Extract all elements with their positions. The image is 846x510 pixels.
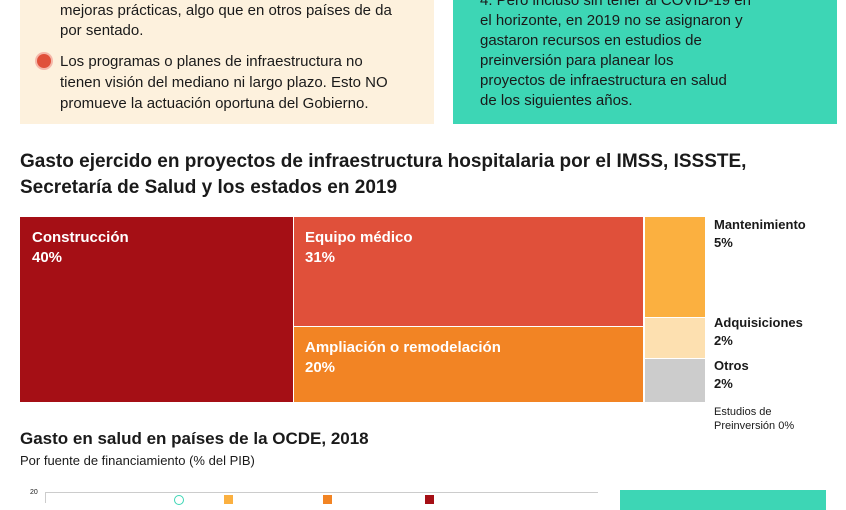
y-tick-20: 20: [30, 489, 38, 496]
second-chart-subtitle: Por fuente de financiamiento (% del PIB): [20, 453, 255, 468]
side-value-otros: 2%: [714, 376, 733, 391]
treemap-value-construccion: 40%: [32, 249, 63, 266]
side-value-estudios: 0%: [778, 420, 795, 432]
bullet-dot-icon: [37, 54, 51, 68]
box-left-line2: por sentado.: [60, 22, 144, 39]
box-right-line2: el horizonte, en 2019 no se asignaron y: [480, 12, 743, 29]
box-right-line3: gastaron recursos en estudios de: [480, 32, 702, 49]
treemap-label-ampliacion: Ampliación o remodelación: [305, 339, 501, 356]
treemap-cell-equipo-medico: Equipo médico 31%: [294, 217, 643, 326]
side-value-mantenimiento: 5%: [714, 235, 733, 250]
treemap-cell-ampliacion: Ampliación o remodelación 20%: [294, 327, 643, 402]
box-right-line5: proyectos de infraestructura en salud: [480, 72, 727, 89]
box-left-line1: mejoras prácticas, algo que en otros paí…: [60, 2, 392, 19]
treemap-cell-mantenimiento: [645, 217, 705, 317]
treemap-label-construccion: Construcción: [32, 229, 129, 246]
side-label-adquisiciones: Adquisiciones: [714, 315, 803, 330]
side-label-estudios-name: Estudios de Preinversión: [714, 406, 776, 432]
chart-title-line1: Gasto ejercido en proyectos de infraestr…: [20, 151, 747, 172]
treemap-value-ampliacion: 20%: [305, 359, 336, 376]
treemap-cell-construccion: Construcción 40%: [20, 217, 293, 402]
box-left-bullet-line1: Los programas o planes de infraestructur…: [60, 53, 363, 70]
legend-swatch-2: [224, 495, 233, 504]
legend-swatch-4: [425, 495, 434, 504]
legend-swatch-1: [174, 495, 184, 505]
box-right-line4: preinversión para planear los: [480, 52, 674, 69]
chart-title-line2: Secretaría de Salud y los estados en 201…: [20, 177, 398, 198]
treemap-cell-otros: [645, 359, 705, 402]
side-value-adquisiciones: 2%: [714, 333, 733, 348]
treemap-label-equipo-medico: Equipo médico: [305, 229, 413, 246]
teal-box-bottom: [620, 490, 826, 510]
side-label-otros: Otros: [714, 358, 749, 373]
legend-swatch-3: [323, 495, 332, 504]
info-box-right: [453, 0, 837, 124]
box-left-bullet-line2: tienen visión del mediano ni largo plazo…: [60, 74, 388, 91]
box-left-bullet-line3: promueve la actuación oportuna del Gobie…: [60, 95, 369, 112]
info-box-left: [20, 0, 434, 124]
side-label-mantenimiento: Mantenimiento: [714, 217, 806, 232]
side-label-estudios: Estudios de Preinversión 0%: [714, 405, 834, 433]
box-right-line1: 4. Pero incluso sin tener al COVID-19 en: [480, 0, 751, 9]
treemap-value-equipo-medico: 31%: [305, 249, 336, 266]
second-chart-title: Gasto en salud en países de la OCDE, 201…: [20, 429, 369, 448]
treemap-cell-adquisiciones: [645, 318, 705, 358]
box-right-line6: de los siguientes años.: [480, 92, 633, 109]
